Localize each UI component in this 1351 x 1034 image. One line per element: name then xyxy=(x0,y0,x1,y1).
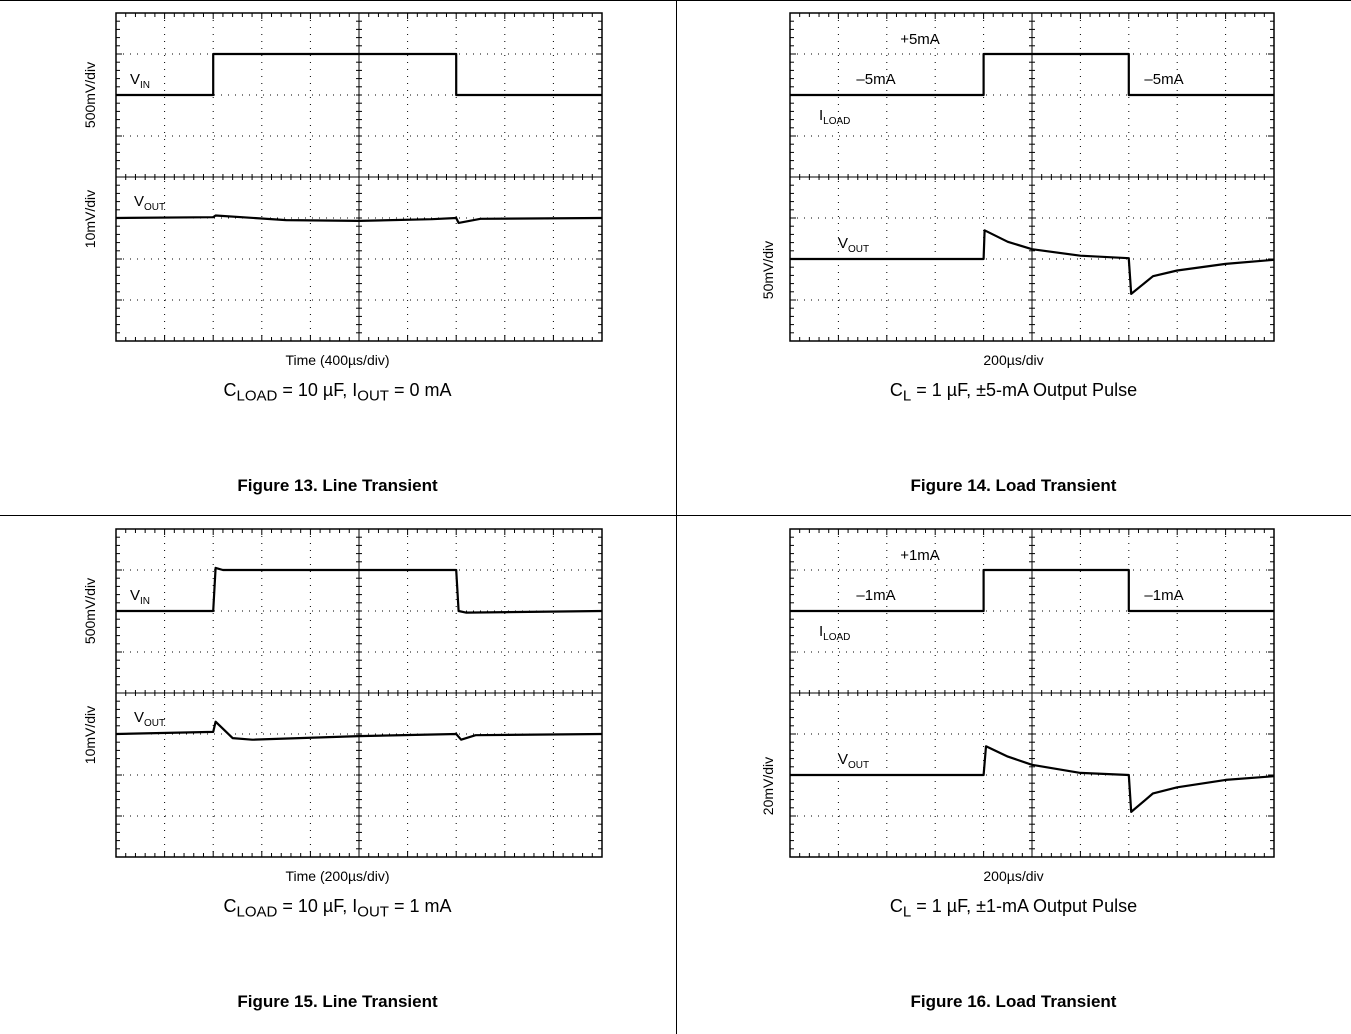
test-condition: CLOAD = 10 µF, IOUT = 1 mA xyxy=(0,896,675,921)
current-annotation-center: +5mA xyxy=(900,31,940,48)
channel-label-bottom: VOUT xyxy=(134,193,165,213)
channel-label-top: ILOAD xyxy=(819,107,850,127)
channel-label-top: VIN xyxy=(130,71,150,91)
cond-end: = 0 mA xyxy=(388,380,452,400)
channel-label-top: VIN xyxy=(130,587,150,607)
cond-c: C xyxy=(223,896,237,916)
cond-mid: = 1 µF, ±5-mA Output Pulse xyxy=(911,380,1138,400)
cond-mid: = 10 µF, I xyxy=(277,380,358,400)
y-scale-label-top: 500mV/div xyxy=(82,578,98,644)
cond-i-sub: OUT xyxy=(357,903,389,921)
x-axis-label: 200µs/div xyxy=(983,868,1044,884)
trace-top xyxy=(790,52,1274,97)
cond-mid: = 10 µF, I xyxy=(277,896,358,916)
cond-c-sub: L xyxy=(902,903,912,921)
trace-bottom xyxy=(790,745,1275,813)
current-annotation-left: –5mA xyxy=(856,71,895,88)
trace-top xyxy=(116,52,602,97)
y-scale-label-bottom: 10mV/div xyxy=(82,190,98,248)
figure-caption: Figure 14. Load Transient xyxy=(910,476,1117,495)
scope-plot: VIN VOUT 500mV/div 10mV/div xyxy=(82,528,603,858)
cond-c: C xyxy=(223,380,237,400)
channel-label-top: ILOAD xyxy=(819,623,850,643)
test-condition: CL = 1 µF, ±5-mA Output Pulse xyxy=(676,380,1351,405)
cond-c-sub: LOAD xyxy=(236,903,278,921)
y-scale-label-bottom: 50mV/div xyxy=(760,241,776,299)
y-scale-label-bottom: 10mV/div xyxy=(82,706,98,764)
x-axis-label: Time (400µs/div) xyxy=(285,352,390,368)
middle-divider xyxy=(0,515,1351,516)
cond-c: C xyxy=(889,380,903,400)
channel-label-bottom: VOUT xyxy=(134,709,165,729)
cond-end: = 1 mA xyxy=(388,896,452,916)
x-axis-label: 200µs/div xyxy=(983,352,1044,368)
header-rule xyxy=(0,0,1351,1)
test-condition: CL = 1 µF, ±1-mA Output Pulse xyxy=(676,896,1351,921)
current-annotation-center: +1mA xyxy=(900,547,940,564)
y-scale-label-bottom: 20mV/div xyxy=(760,757,776,815)
cond-c-sub: L xyxy=(902,387,912,405)
x-axis-label: Time (200µs/div) xyxy=(285,868,390,884)
scope-plot: ILOAD VOUT 50mV/div –5mA +5mA –5mA xyxy=(760,12,1275,342)
figure-caption: Figure 13. Line Transient xyxy=(237,476,438,495)
y-scale-label-top: 500mV/div xyxy=(82,62,98,128)
trace-top xyxy=(790,568,1274,613)
trace-bottom xyxy=(115,720,603,741)
scope-plot: VIN VOUT 500mV/div 10mV/div xyxy=(82,12,603,342)
cond-c-sub: LOAD xyxy=(236,387,278,405)
current-annotation-right: –5mA xyxy=(1144,71,1183,88)
scope-plot: ILOAD VOUT 20mV/div –1mA +1mA –1mA xyxy=(760,528,1275,858)
trace-bottom xyxy=(115,214,603,224)
current-annotation-right: –1mA xyxy=(1144,587,1183,604)
cond-mid: = 1 µF, ±1-mA Output Pulse xyxy=(911,896,1138,916)
current-annotation-left: –1mA xyxy=(856,587,895,604)
figure-caption: Figure 15. Line Transient xyxy=(237,992,438,1011)
test-condition: CLOAD = 10 µF, IOUT = 0 mA xyxy=(0,380,675,405)
cond-i-sub: OUT xyxy=(357,387,389,405)
trace-bottom xyxy=(790,229,1275,295)
trace-top xyxy=(116,566,603,614)
channel-label-bottom: VOUT xyxy=(838,235,869,255)
channel-label-bottom: VOUT xyxy=(838,751,869,771)
figure-caption: Figure 16. Load Transient xyxy=(910,992,1117,1011)
cond-c: C xyxy=(889,896,903,916)
center-divider xyxy=(676,0,677,1034)
